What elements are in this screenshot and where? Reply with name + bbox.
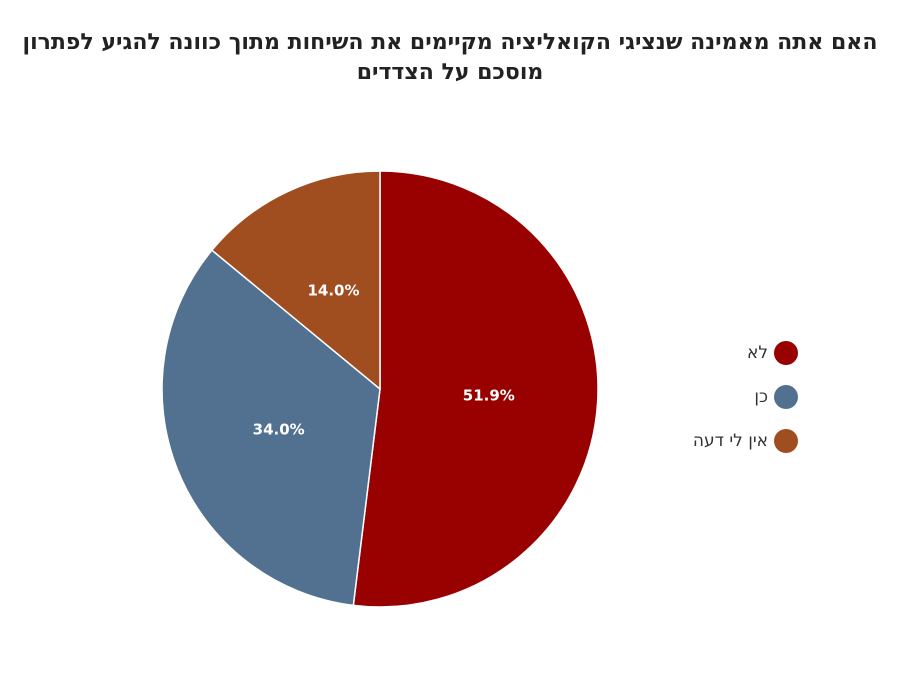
slice-value-label: 51.9% xyxy=(463,387,515,405)
pie-slice-no-opinion[interactable] xyxy=(211,170,381,390)
chart-legend: לא כן אין לי דעה xyxy=(693,331,798,463)
legend-label: כן xyxy=(754,387,768,407)
legend-swatch-icon xyxy=(774,429,798,453)
chart-title: האם אתה מאמינה שנציגי הקואליציה מקיימים … xyxy=(22,30,878,85)
slice-value-label: 34.0% xyxy=(253,420,305,438)
legend-item-no[interactable]: לא xyxy=(693,331,798,375)
slice-value-label: 14.0% xyxy=(307,281,359,299)
legend-item-yes[interactable]: כן xyxy=(693,375,798,419)
legend-swatch-icon xyxy=(774,341,798,365)
legend-swatch-icon xyxy=(774,385,798,409)
pie-slice-no[interactable] xyxy=(352,170,599,608)
pie-slice-yes[interactable] xyxy=(161,249,381,607)
legend-item-no-opinion[interactable]: אין לי דעה xyxy=(693,419,798,463)
legend-label: אין לי דעה xyxy=(692,431,768,451)
legend-label: לא xyxy=(746,343,768,363)
